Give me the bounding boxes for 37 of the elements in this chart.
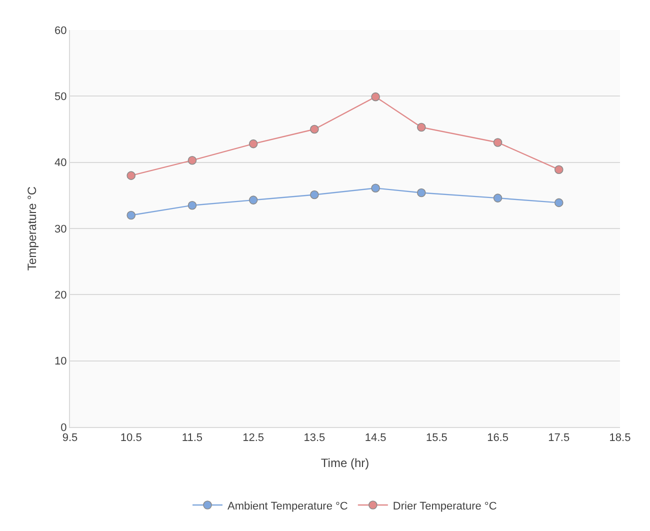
point: [248, 196, 258, 204]
x-tick-label: 12.5: [242, 432, 264, 444]
legend-label: Drier Temperature °C: [392, 500, 497, 512]
x-tick-label: 10.5: [120, 432, 142, 444]
y-tick-label: 0: [60, 422, 67, 434]
point: [416, 188, 426, 198]
point: [188, 156, 197, 165]
point: [416, 122, 426, 132]
point: [493, 194, 502, 202]
point: [248, 139, 258, 148]
x-axis-title: Time (hr): [320, 456, 370, 470]
point: [310, 124, 319, 134]
y-tick-label: 20: [54, 290, 67, 302]
x-tick-label: 11.5: [182, 432, 203, 444]
x-tick-label: 15.5: [426, 432, 448, 444]
x-tick-label: 13.5: [304, 432, 326, 444]
point: [310, 190, 319, 200]
y-tick-label: 30: [54, 223, 67, 236]
x-tick-label: 18.5: [609, 432, 631, 444]
y-tick-label: 10: [54, 356, 67, 368]
legend-label: Ambient Temperature °C: [228, 500, 348, 512]
y-axis-title: Temperature °C: [24, 186, 39, 271]
point: [554, 165, 564, 174]
x-tick-label: 16.5: [487, 432, 508, 444]
y-tick-label: 50: [54, 91, 67, 104]
point: [493, 138, 502, 147]
point: [188, 200, 197, 210]
point: [371, 184, 380, 193]
point: [554, 198, 564, 208]
point: [371, 92, 380, 102]
point: [126, 210, 136, 220]
x-tick-label: 9.5: [62, 432, 78, 444]
x-tick-label: 14.5: [364, 432, 386, 444]
point: [126, 171, 136, 180]
y-tick-label: 40: [54, 157, 67, 170]
x-tick-label: 17.5: [548, 432, 570, 444]
y-tick-label: 60: [54, 24, 67, 37]
